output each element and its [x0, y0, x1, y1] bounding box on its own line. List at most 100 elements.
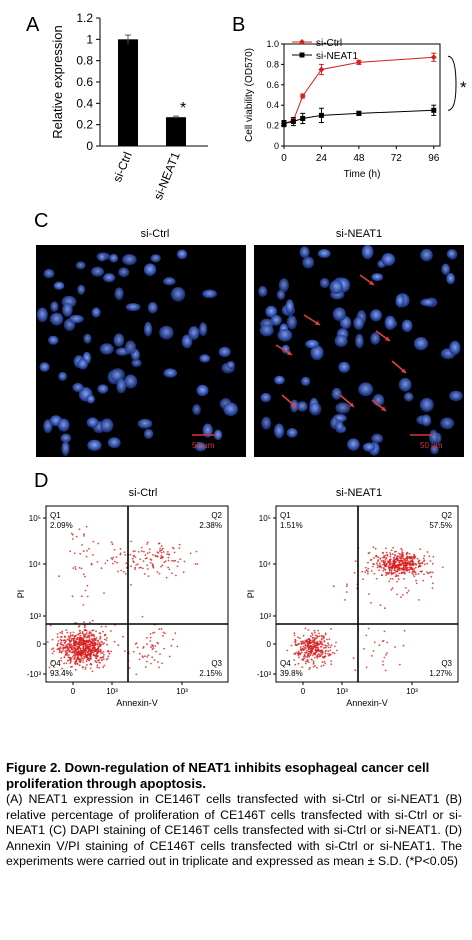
- event-dot: [394, 561, 397, 563]
- cell-nucleus: [259, 324, 274, 337]
- event-dot: [68, 637, 71, 639]
- event-dot: [142, 656, 145, 659]
- cell-nucleus: [446, 249, 457, 259]
- event-dot: [100, 625, 103, 628]
- event-dot: [378, 569, 380, 571]
- event-dot: [397, 559, 399, 562]
- event-dot: [67, 654, 70, 656]
- event-dot: [412, 573, 415, 576]
- cell-nucleus: [176, 249, 188, 260]
- event-dot: [110, 557, 113, 559]
- event-dot: [178, 547, 181, 549]
- event-dot: [139, 558, 142, 561]
- event-dot: [389, 555, 392, 558]
- event-dot: [299, 646, 302, 648]
- event-dot: [84, 575, 86, 578]
- event-dot: [83, 535, 85, 537]
- cell-nucleus: [260, 392, 272, 403]
- event-dot: [73, 635, 76, 638]
- event-dot: [85, 639, 88, 642]
- event-dot: [111, 543, 114, 546]
- significance-bracket: [447, 55, 457, 111]
- event-dot: [66, 649, 68, 652]
- event-dot: [304, 627, 307, 630]
- event-dot: [137, 551, 140, 553]
- event-dot: [58, 575, 60, 578]
- event-dot: [297, 636, 299, 639]
- event-dot: [373, 641, 376, 644]
- y-axis-title: PI: [16, 590, 26, 599]
- event-dot: [386, 571, 389, 574]
- cell-nucleus: [338, 361, 350, 373]
- event-dot: [286, 649, 289, 652]
- event-dot: [373, 563, 375, 566]
- event-dot: [170, 644, 173, 647]
- event-dot: [368, 551, 371, 554]
- event-dot: [143, 550, 145, 553]
- y-tick-label: -10³: [257, 670, 272, 679]
- event-dot: [76, 636, 79, 639]
- event-dot: [82, 649, 85, 651]
- event-dot: [99, 649, 102, 652]
- event-dot: [72, 631, 75, 634]
- event-dot: [69, 650, 71, 652]
- event-dot: [309, 666, 311, 669]
- event-dot: [308, 668, 311, 671]
- event-dot: [396, 570, 399, 573]
- event-dot: [311, 647, 314, 649]
- event-dot: [56, 636, 59, 639]
- event-dot: [95, 637, 98, 639]
- event-dot: [91, 644, 93, 646]
- event-dot: [146, 656, 149, 658]
- micrograph-si-neat1: [254, 245, 464, 457]
- event-dot: [70, 666, 72, 668]
- event-dot: [168, 553, 170, 556]
- event-dot: [51, 652, 54, 655]
- event-dot: [431, 587, 434, 589]
- panel-b-label: B: [232, 14, 246, 36]
- event-dot: [431, 582, 434, 585]
- event-dot: [82, 647, 85, 650]
- cell-nucleus: [401, 319, 413, 333]
- event-dot: [305, 660, 307, 663]
- event-dot: [417, 573, 420, 575]
- event-dot: [298, 656, 300, 659]
- cell-nucleus: [194, 441, 207, 452]
- cell-nucleus: [196, 384, 209, 397]
- event-dot: [295, 651, 297, 654]
- event-dot: [344, 599, 346, 601]
- event-dot: [310, 650, 313, 653]
- cell-nucleus: [430, 444, 439, 455]
- cell-nucleus: [150, 254, 161, 263]
- x-tick-label: 96: [428, 153, 440, 164]
- bar: [166, 117, 186, 146]
- event-dot: [336, 649, 338, 652]
- event-dot: [370, 602, 372, 604]
- cell-nucleus: [107, 437, 121, 449]
- cell-nucleus: [97, 384, 109, 394]
- event-dot: [388, 563, 391, 566]
- event-dot: [311, 654, 314, 657]
- event-dot: [411, 558, 414, 561]
- panel-d-left-title: si-Ctrl: [128, 487, 158, 499]
- event-dot: [376, 566, 379, 569]
- significance-mark: *: [180, 100, 186, 117]
- event-dot: [144, 655, 146, 657]
- event-dot: [110, 650, 113, 653]
- event-dot: [389, 566, 391, 569]
- event-dot: [106, 637, 108, 639]
- event-dot: [53, 650, 55, 652]
- quadrant-name: Q4: [280, 659, 291, 668]
- event-dot: [68, 644, 71, 646]
- cell-nucleus: [87, 439, 102, 451]
- event-dot: [136, 646, 139, 649]
- event-dot: [384, 555, 387, 557]
- event-dot: [86, 658, 89, 661]
- event-dot: [69, 631, 72, 634]
- event-dot: [151, 648, 154, 651]
- event-dot: [142, 560, 145, 562]
- event-dot: [154, 645, 157, 647]
- event-dot: [398, 561, 401, 564]
- event-dot: [384, 559, 387, 561]
- event-dot: [394, 551, 396, 553]
